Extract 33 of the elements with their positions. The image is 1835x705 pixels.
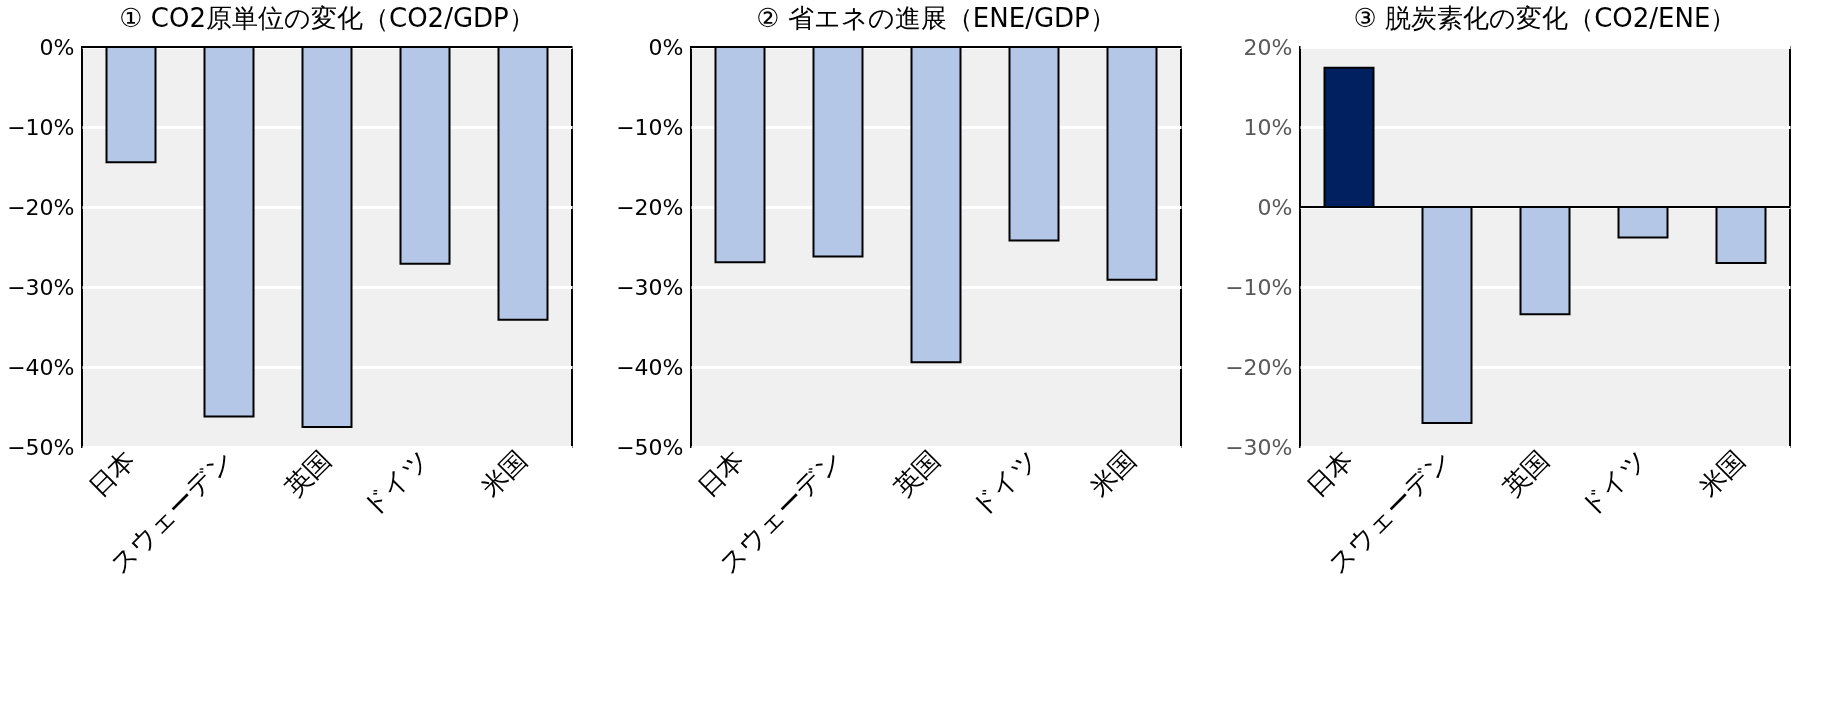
y-tick-label: −30% — [7, 274, 75, 300]
chart-title: ③ 脱炭素化の変化（CO2/ENE） — [1353, 3, 1737, 33]
y-tick-label: −40% — [7, 354, 75, 380]
x-tick-label: ドイツ — [356, 444, 435, 523]
x-tick-label: ドイツ — [965, 444, 1044, 523]
y-tick-label: −50% — [616, 434, 684, 460]
y-tick-label: 0% — [39, 34, 75, 60]
y-tick-label: −10% — [616, 114, 684, 140]
x-tick-label: 米国 — [1083, 444, 1142, 503]
x-tick-label: 英国 — [278, 444, 337, 503]
x-tick-label: 米国 — [1692, 444, 1751, 503]
chart-title: ② 省エネの進展（ENE/GDP） — [756, 3, 1116, 33]
x-tick-label: 日本 — [691, 444, 750, 503]
x-tick-label: 日本 — [82, 444, 141, 503]
x-tick-label: 米国 — [474, 444, 533, 503]
x-tick-label: 日本 — [1300, 444, 1359, 503]
y-tick-label: −10% — [1225, 274, 1293, 300]
y-tick-label: −20% — [7, 194, 75, 220]
y-tick-label: −50% — [7, 434, 75, 460]
y-tick-label: 0% — [648, 34, 684, 60]
y-tick-label: −40% — [616, 354, 684, 380]
y-tick-label: 10% — [1243, 114, 1293, 140]
y-tick-label: 20% — [1243, 34, 1293, 60]
y-tick-label: −20% — [1225, 354, 1293, 380]
y-tick-label: −10% — [7, 114, 75, 140]
x-tick-label: 英国 — [1496, 444, 1555, 503]
y-tick-label: −30% — [1225, 434, 1293, 460]
x-tick-label: 英国 — [887, 444, 946, 503]
y-tick-label: −30% — [616, 274, 684, 300]
y-tick-label: 0% — [1257, 194, 1293, 220]
chart-title: ① CO2原単位の変化（CO2/GDP） — [119, 3, 535, 33]
y-tick-label: −20% — [616, 194, 684, 220]
x-tick-label: ドイツ — [1574, 444, 1653, 523]
